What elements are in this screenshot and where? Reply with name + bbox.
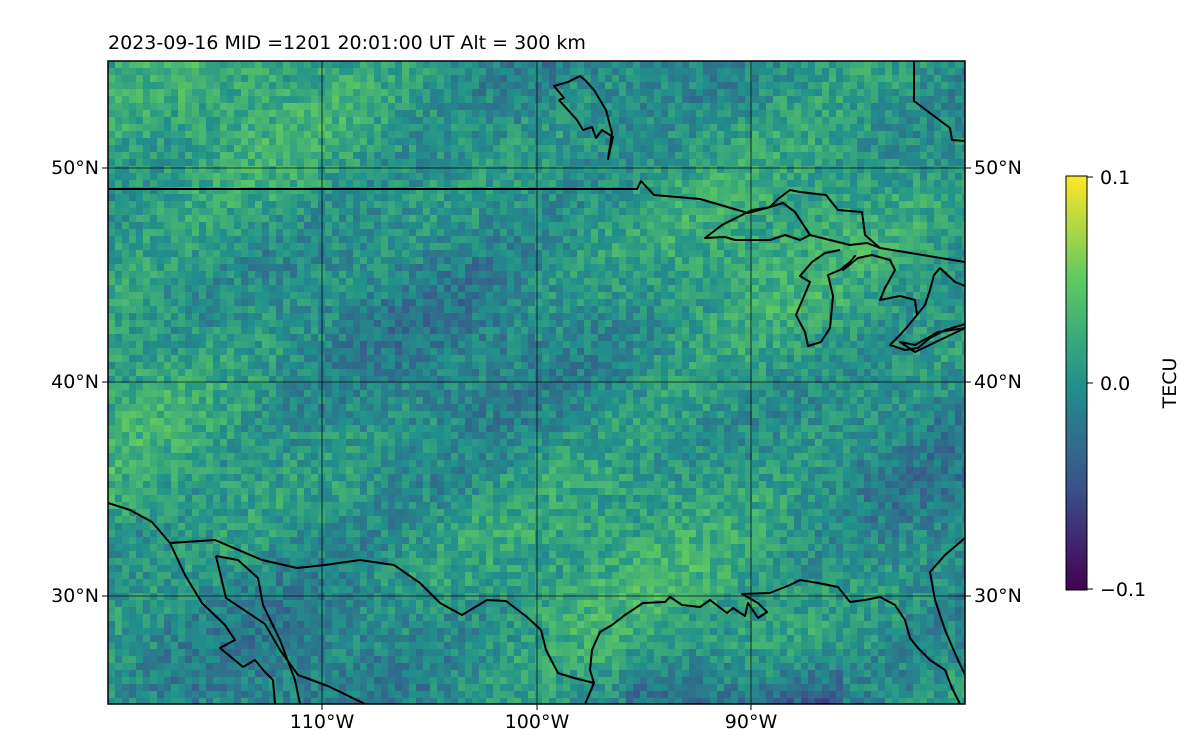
lat-ticks-right: 30°N 40°N 50°N [965, 157, 1022, 607]
lat-tick-left-30: 30°N [51, 585, 99, 607]
gulf-of-mexico-coast [584, 579, 961, 704]
lat-tick-left-50: 50°N [51, 157, 99, 179]
great-lakes-east [916, 267, 965, 316]
gulf-of-california-coast [215, 555, 366, 704]
colorbar-tick-min: −0.1 [1100, 579, 1146, 601]
lon-tick-100w: 100°W [505, 711, 570, 733]
lake-michigan-outline [795, 249, 918, 347]
lon-ticks: 110°W 100°W 90°W [290, 704, 778, 733]
colorbar-tick-max: 0.1 [1100, 167, 1130, 189]
lake-huron-outline [889, 323, 965, 351]
colorbar-label: TECU [1159, 358, 1181, 410]
baja-inner-coast [215, 555, 301, 704]
gridlines [108, 61, 965, 704]
lake-erie-outline [899, 327, 965, 353]
coastlines-borders [108, 61, 965, 704]
lat-tick-right-30: 30°N [974, 585, 1022, 607]
colorbar-tick-zero: 0.0 [1100, 373, 1130, 395]
atlantic-coast [929, 537, 965, 676]
lat-tick-right-40: 40°N [974, 371, 1022, 393]
us-mexico-border [169, 539, 595, 684]
map-panel[interactable] [107, 60, 970, 706]
lat-ticks-left: 30°N 40°N 50°N [51, 157, 108, 607]
map-title: 2023-09-16 MID =1201 20:01:00 UT Alt = 3… [108, 32, 586, 54]
colorbar-gradient [1065, 175, 1088, 591]
lake-winnipeg-outline [553, 75, 614, 160]
lat-tick-left-40: 40°N [51, 371, 99, 393]
pacific-coast-baja [108, 502, 276, 704]
hudson-bay-coast [913, 61, 965, 142]
colorbar: 0.1 0.0 −0.1 TECU [1065, 167, 1181, 601]
tec-field-raster [108, 61, 965, 704]
lon-tick-110w: 110°W [290, 711, 355, 733]
lat-tick-right-50: 50°N [974, 157, 1022, 179]
lon-tick-90w: 90°W [725, 711, 778, 733]
lake-superior-north [769, 189, 881, 249]
lake-superior-outline [704, 202, 811, 241]
